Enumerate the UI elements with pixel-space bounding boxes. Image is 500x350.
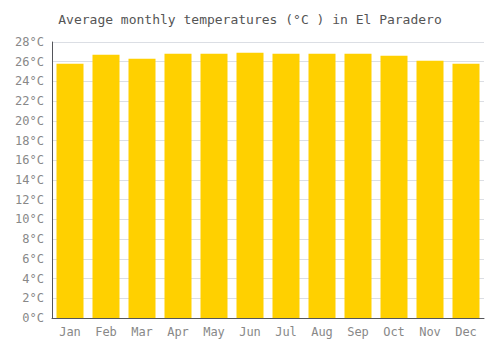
svg-text:Mar: Mar	[131, 325, 153, 339]
svg-text:Aug: Aug	[311, 325, 333, 339]
svg-text:May: May	[203, 325, 225, 339]
svg-text:Apr: Apr	[167, 325, 189, 339]
svg-text:22°C: 22°C	[15, 94, 44, 108]
svg-text:Jun: Jun	[239, 325, 261, 339]
svg-text:Sep: Sep	[347, 325, 369, 339]
svg-text:16°C: 16°C	[15, 153, 44, 167]
svg-text:0°C: 0°C	[22, 311, 44, 325]
svg-text:Nov: Nov	[419, 325, 441, 339]
svg-text:12°C: 12°C	[15, 193, 44, 207]
svg-text:10°C: 10°C	[15, 212, 44, 226]
svg-text:8°C: 8°C	[22, 232, 44, 246]
svg-text:26°C: 26°C	[15, 55, 44, 69]
svg-text:Average monthly temperatures (: Average monthly temperatures (°C ) in El…	[58, 12, 442, 27]
svg-text:2°C: 2°C	[22, 291, 44, 305]
svg-text:24°C: 24°C	[15, 74, 44, 88]
svg-text:Oct: Oct	[383, 325, 405, 339]
svg-text:Jul: Jul	[275, 325, 297, 339]
svg-text:Dec: Dec	[455, 325, 477, 339]
svg-text:28°C: 28°C	[15, 35, 44, 49]
svg-text:4°C: 4°C	[22, 272, 44, 286]
svg-text:18°C: 18°C	[15, 134, 44, 148]
svg-text:20°C: 20°C	[15, 114, 44, 128]
svg-text:14°C: 14°C	[15, 173, 44, 187]
svg-text:6°C: 6°C	[22, 252, 44, 266]
svg-text:Jan: Jan	[59, 325, 81, 339]
svg-text:Feb: Feb	[95, 325, 117, 339]
